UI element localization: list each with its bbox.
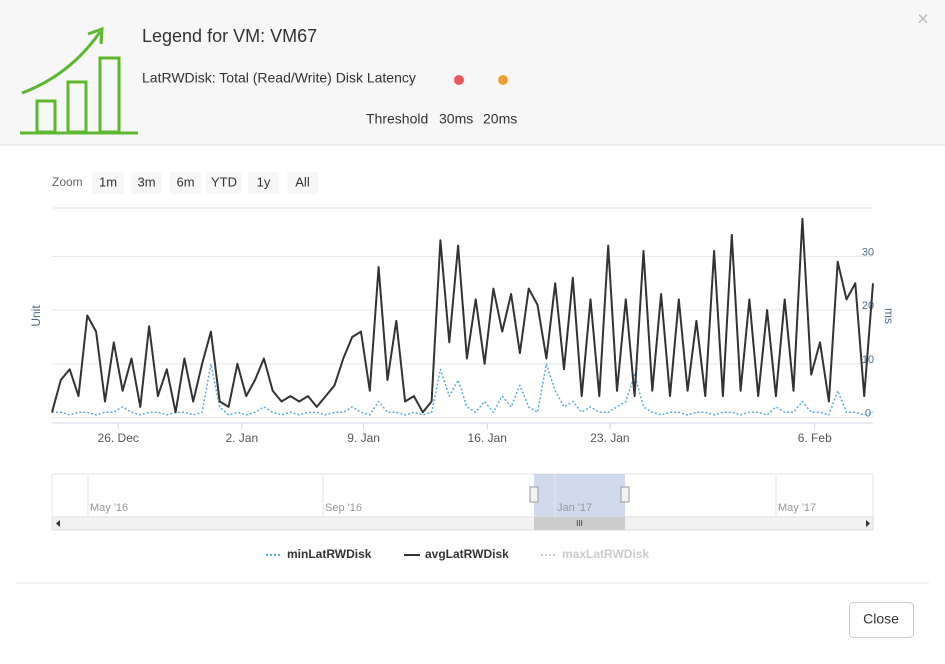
x-tick-label: 2. Jan	[225, 431, 258, 445]
zoom-button-label[interactable]: 1m	[99, 174, 117, 189]
navigator-label: Sep '16	[325, 502, 362, 514]
zoom-button[interactable]	[248, 172, 279, 194]
series-line	[51, 217, 874, 414]
close-button-label[interactable]: Close	[863, 611, 899, 627]
legend-label[interactable]: minLatRWDisk	[287, 547, 372, 561]
zoom-button-label[interactable]: All	[295, 174, 310, 189]
y-tick-label: 30	[862, 246, 874, 258]
navigator-label: May '17	[778, 502, 816, 514]
scroll-arrow-right[interactable]	[866, 520, 870, 527]
legend-label[interactable]: maxLatRWDisk	[562, 547, 649, 561]
navigator-handle[interactable]	[620, 486, 630, 503]
zoom-button-label[interactable]: YTD	[211, 174, 237, 189]
navigator-frame	[51, 473, 874, 518]
header-bg	[0, 0, 945, 145]
scroll-arrow-left[interactable]	[56, 520, 60, 527]
zoom-button[interactable]	[92, 172, 124, 194]
zoom-label: Zoom	[52, 175, 83, 189]
scrollbar-grip: III	[576, 519, 583, 528]
x-tick-label: 26. Dec	[98, 431, 139, 445]
zoom-button-label[interactable]: 1y	[257, 174, 271, 189]
zoom-button[interactable]	[131, 172, 162, 194]
zoom-button[interactable]	[206, 172, 242, 194]
x-tick-label: 6. Feb	[798, 431, 832, 445]
threshold-dot	[498, 75, 508, 85]
navigator-handle[interactable]	[529, 486, 539, 503]
threshold-value: 30ms	[439, 111, 473, 127]
y-axis-title: Unit	[29, 305, 43, 327]
zoom-button-label[interactable]: 3m	[137, 174, 155, 189]
threshold-label: Threshold	[366, 111, 428, 127]
legend-label[interactable]: avgLatRWDisk	[425, 547, 509, 561]
metric-name: LatRWDisk: Total (Read/Write) Disk Laten…	[142, 70, 416, 86]
y-tick-label: 0	[865, 408, 871, 420]
dialog-title: Legend for VM: VM67	[142, 26, 317, 46]
threshold-value: 20ms	[483, 111, 517, 127]
x-tick-label: 9. Jan	[347, 431, 380, 445]
threshold-dot	[454, 75, 464, 85]
navigator-label: Jan '17	[557, 502, 592, 514]
x-tick-label: 16. Jan	[468, 431, 507, 445]
zoom-button[interactable]	[170, 172, 201, 194]
scrollbar-thumb[interactable]	[534, 517, 625, 530]
close-icon[interactable]: ×	[917, 8, 929, 30]
navigator-label: May '16	[90, 502, 128, 514]
logo-icon	[20, 26, 138, 135]
navigator-selection	[534, 474, 625, 517]
scrollbar-track	[51, 516, 874, 531]
series-line	[52, 363, 874, 416]
y2-axis-title: ms	[882, 308, 896, 324]
zoom-button-label[interactable]: 6m	[176, 174, 194, 189]
x-tick-label: 23. Jan	[590, 431, 629, 445]
close-button[interactable]	[849, 602, 914, 638]
zoom-button[interactable]	[287, 172, 318, 194]
